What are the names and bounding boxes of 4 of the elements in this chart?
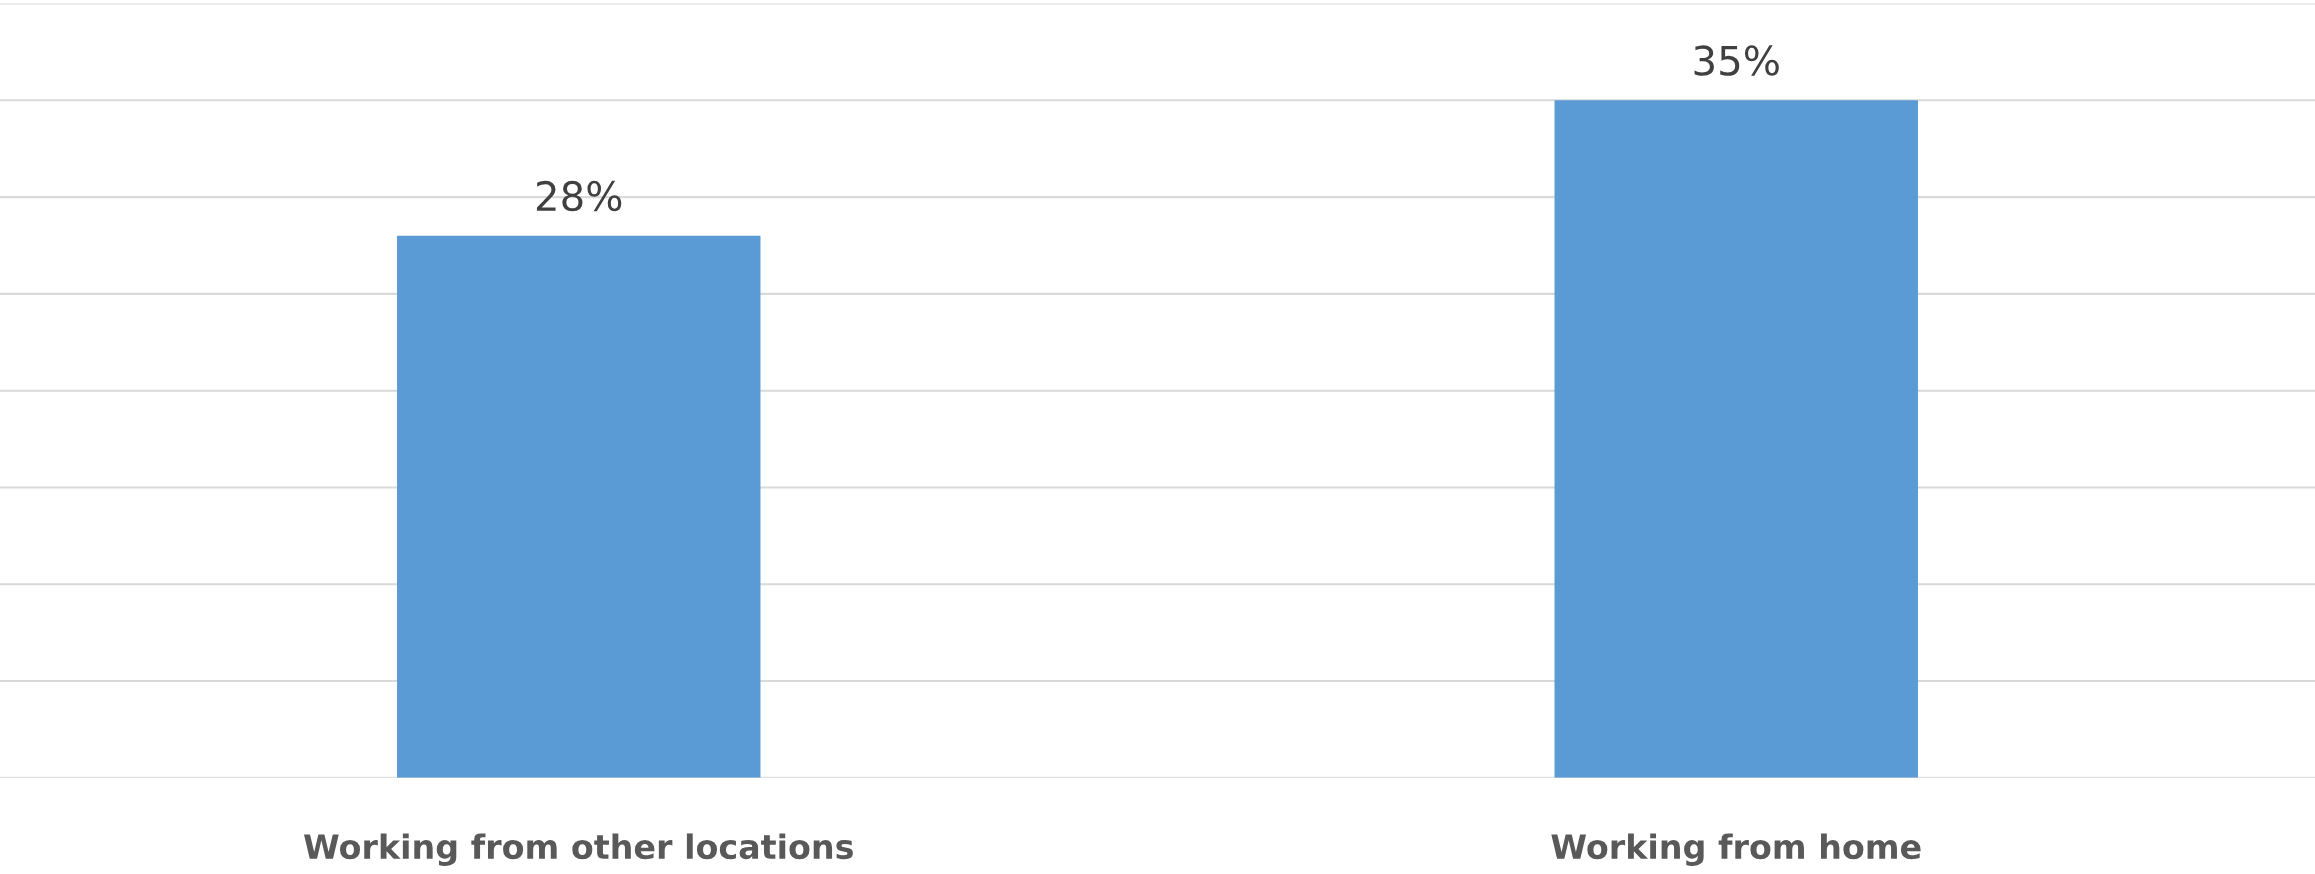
data-label: 28% <box>536 180 622 212</box>
x-tick-label: Working from other locations <box>304 833 853 866</box>
data-label: 35% <box>1694 45 1779 76</box>
x-tick-label: Working from home <box>1551 833 1921 866</box>
